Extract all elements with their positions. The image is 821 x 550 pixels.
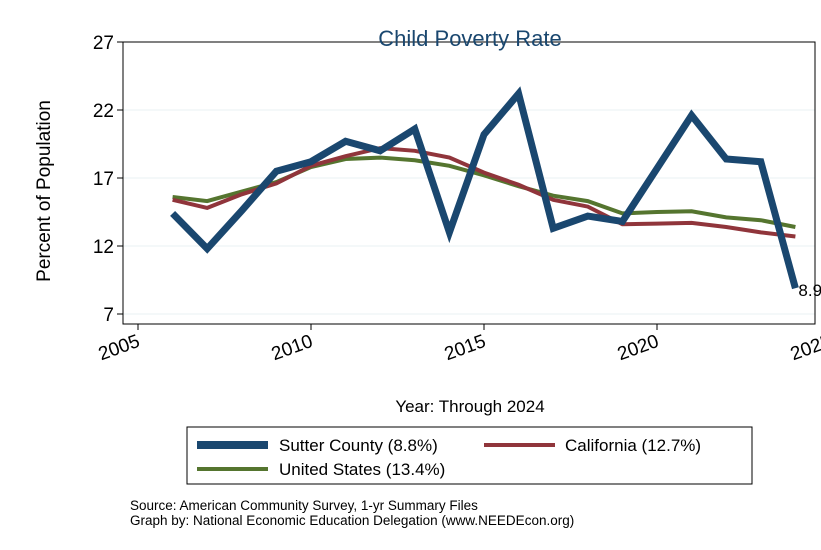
- legend-label-california: California (12.7%): [565, 436, 701, 455]
- source-note: Source: American Community Survey, 1-yr …: [130, 498, 478, 513]
- series-lines: [170, 86, 799, 290]
- legend-box: [186, 426, 753, 485]
- credit-note: Graph by: National Economic Education De…: [130, 513, 574, 528]
- legend: Sutter County (8.8%) California (12.7%) …: [186, 426, 753, 485]
- series-line: [172, 146, 796, 239]
- y-axis: 7 12 17 22 27: [93, 33, 123, 326]
- legend-label-united-states: United States (13.4%): [279, 460, 445, 479]
- plot-border: [122, 41, 816, 325]
- y-tick-label: 27: [93, 33, 114, 54]
- y-tick-label: 17: [93, 169, 114, 190]
- y-tick-label: 12: [93, 237, 114, 258]
- series-line: [170, 86, 799, 290]
- legend-label-sutter: Sutter County (8.8%): [279, 436, 438, 455]
- y-axis-label: Percent of Population: [34, 100, 55, 282]
- chart-title: Child Poverty Rate: [378, 26, 561, 51]
- data-label-last-point: 8.9: [798, 281, 821, 300]
- x-axis-label: Year: Through 2024: [395, 397, 544, 416]
- y-tick-label: 22: [93, 101, 114, 122]
- y-tick-label: 7: [103, 305, 114, 326]
